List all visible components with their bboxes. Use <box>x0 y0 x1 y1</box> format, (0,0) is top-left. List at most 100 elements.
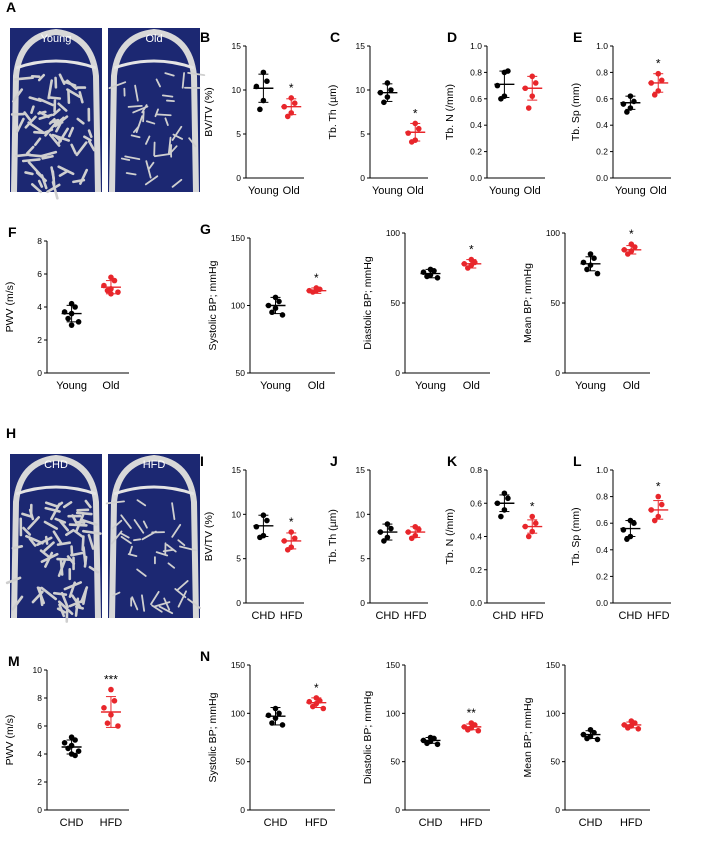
data-point <box>72 304 78 310</box>
significance-marker: * <box>314 681 319 695</box>
x-tick-label: Young <box>372 185 403 197</box>
x-tick-label: CHD <box>579 817 603 829</box>
y-tick-label: 0.4 <box>470 532 482 542</box>
series-hfd <box>100 686 121 729</box>
trabecula <box>187 598 201 609</box>
trabecula <box>56 541 72 546</box>
x-tick-label: HFD <box>280 610 303 622</box>
y-tick-label: 0.2 <box>470 147 482 157</box>
trabecula <box>172 133 184 140</box>
trabecula <box>145 135 151 145</box>
y-tick-label: 50 <box>236 368 246 378</box>
image-label: Young <box>41 33 72 45</box>
data-point <box>288 529 295 535</box>
y-tick-label: 8 <box>37 693 42 703</box>
data-point <box>431 268 437 274</box>
trabecula <box>145 120 156 125</box>
y-tick-label: 100 <box>231 708 245 718</box>
y-axis-title: Tb. Th (µm) <box>327 85 339 140</box>
trabecula <box>76 117 85 125</box>
y-tick-label: 0 <box>395 805 400 815</box>
trabecula <box>70 143 77 155</box>
trabecula <box>68 126 75 138</box>
y-tick-label: 0 <box>236 173 241 183</box>
data-point <box>265 712 272 719</box>
trabecula <box>78 91 84 104</box>
x-tick-label: HFD <box>305 817 328 829</box>
trabecula <box>155 113 172 117</box>
growth-plate <box>15 485 97 496</box>
y-tick-label: 6 <box>37 721 42 731</box>
y-tick-label: 2 <box>37 335 42 345</box>
trabecula <box>82 546 87 566</box>
y-tick-label: 50 <box>391 757 401 767</box>
data-point <box>257 106 263 113</box>
y-tick-label: 100 <box>386 228 400 238</box>
data-point <box>257 534 263 541</box>
trabecula <box>27 121 45 134</box>
trabecula <box>76 520 86 524</box>
trabecula <box>169 145 178 154</box>
y-axis-title: Mean BP; mmHg <box>522 263 534 343</box>
trabecula <box>82 529 102 535</box>
panel-letter: F <box>8 224 17 240</box>
trabecula <box>133 538 142 542</box>
data-point <box>655 513 662 520</box>
trabecula <box>128 545 133 555</box>
data-point <box>594 736 601 743</box>
data-point <box>276 710 282 717</box>
trabecula <box>133 125 140 133</box>
y-tick-label: 8 <box>37 236 42 246</box>
y-axis-title: Diastolic BP; mmHg <box>362 256 374 350</box>
x-tick-label: Old <box>524 185 541 197</box>
data-point <box>620 101 627 107</box>
trabecula <box>57 600 74 616</box>
series-hfd <box>648 493 669 524</box>
x-tick-label: CHD <box>375 610 399 622</box>
y-tick-label: 2 <box>37 777 42 787</box>
image-background <box>108 28 200 192</box>
y-axis-title: PWV (m/s) <box>4 715 16 766</box>
trabecula <box>14 76 34 81</box>
data-point <box>465 726 471 733</box>
x-tick-label: Old <box>463 380 480 392</box>
y-tick-label: 0 <box>395 368 400 378</box>
y-tick-label: 0.8 <box>470 465 482 475</box>
trabecula <box>11 595 24 611</box>
data-point <box>587 262 594 269</box>
trabecula <box>131 596 139 611</box>
trabecula <box>37 73 46 82</box>
series-young <box>580 251 601 277</box>
series-old <box>281 95 302 120</box>
series-old <box>621 241 642 257</box>
data-point <box>655 88 662 94</box>
trabecula <box>83 135 92 142</box>
trabecula <box>52 591 68 596</box>
data-point <box>434 275 441 281</box>
data-point <box>594 270 601 277</box>
y-tick-label: 0.8 <box>596 492 608 502</box>
data-point <box>415 125 422 132</box>
x-tick-label: Young <box>575 380 606 392</box>
data-point <box>522 85 529 92</box>
y-tick-label: 0.4 <box>596 545 608 555</box>
trabecula <box>176 580 189 592</box>
data-point <box>532 80 539 86</box>
trabecula <box>43 520 59 530</box>
data-point <box>424 273 430 280</box>
significance-marker: * <box>656 480 661 494</box>
data-point <box>269 309 275 316</box>
trabecula <box>12 88 24 103</box>
y-axis-title: Mean BP; mmHg <box>522 697 534 777</box>
trabecula <box>68 581 77 598</box>
trabecula <box>58 603 66 618</box>
data-point <box>264 517 270 524</box>
data-point <box>580 259 587 266</box>
data-point <box>320 705 327 712</box>
trabecula <box>84 499 92 509</box>
y-tick-label: 5 <box>360 554 365 564</box>
panel-letter: N <box>200 648 210 664</box>
data-point <box>384 521 391 527</box>
trabecula <box>177 539 186 547</box>
trabecula <box>120 157 131 161</box>
